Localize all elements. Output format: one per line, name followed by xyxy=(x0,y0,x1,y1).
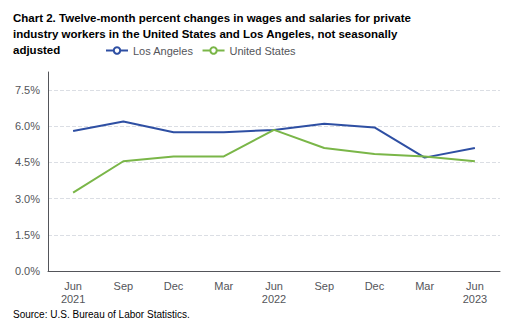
svg-text:Jun: Jun xyxy=(265,280,283,292)
svg-text:Source: U.S. Bureau of Labor S: Source: U.S. Bureau of Labor Statistics. xyxy=(13,309,190,320)
svg-text:2023: 2023 xyxy=(463,293,487,305)
svg-text:6.0%: 6.0% xyxy=(15,120,40,132)
svg-text:Dec: Dec xyxy=(164,280,184,292)
svg-text:Jun: Jun xyxy=(64,280,82,292)
svg-text:3.0%: 3.0% xyxy=(15,193,40,205)
svg-text:2021: 2021 xyxy=(61,293,85,305)
svg-text:Chart 2. Twelve-month percent: Chart 2. Twelve-month percent changes in… xyxy=(13,12,411,24)
svg-text:4.5%: 4.5% xyxy=(15,156,40,168)
svg-text:7.5%: 7.5% xyxy=(15,84,40,96)
svg-text:Sep: Sep xyxy=(314,280,334,292)
svg-text:0.0%: 0.0% xyxy=(15,265,40,277)
svg-text:industry workers in the United: industry workers in the United States an… xyxy=(13,28,398,40)
svg-text:adjusted: adjusted xyxy=(13,44,60,56)
svg-text:Dec: Dec xyxy=(365,280,385,292)
svg-text:Sep: Sep xyxy=(114,280,134,292)
svg-text:Jun: Jun xyxy=(466,280,484,292)
svg-text:1.5%: 1.5% xyxy=(15,229,40,241)
svg-text:United States: United States xyxy=(230,45,297,57)
svg-text:2022: 2022 xyxy=(262,293,286,305)
svg-text:Los Angeles: Los Angeles xyxy=(133,45,193,57)
svg-text:Mar: Mar xyxy=(214,280,233,292)
svg-text:Mar: Mar xyxy=(415,280,434,292)
